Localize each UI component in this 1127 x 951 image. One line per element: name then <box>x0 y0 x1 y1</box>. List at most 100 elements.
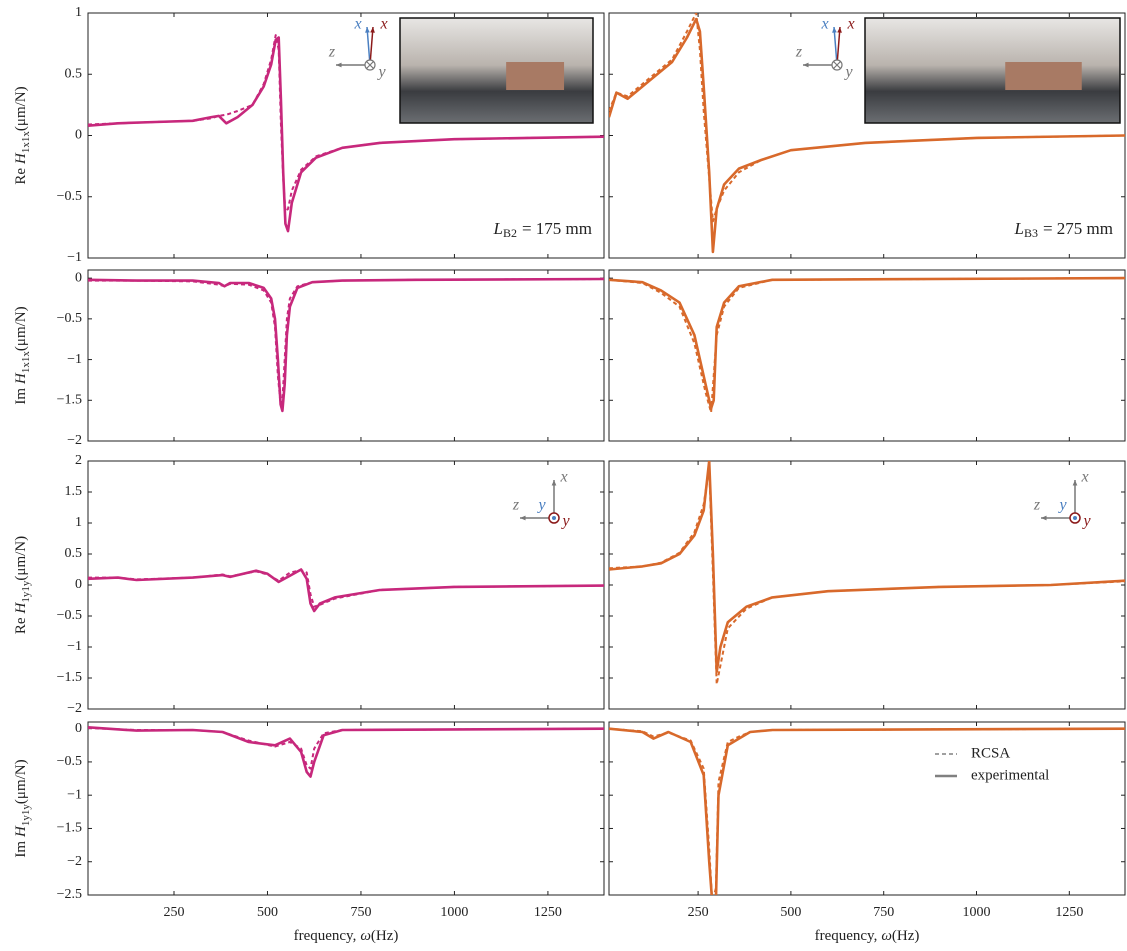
x-tick-label: 250 <box>688 905 709 920</box>
icon-label: z <box>328 44 336 61</box>
y-axis-label: Im H1y1y(μm/N) <box>13 759 31 857</box>
rcsa-line <box>88 727 604 770</box>
y-tick-label: −1 <box>67 787 82 802</box>
experimental-line <box>609 276 1125 410</box>
y-tick-label: 0 <box>75 577 82 592</box>
ylabel-subscript: 1y1y <box>20 580 32 603</box>
icon-label: x <box>353 16 361 33</box>
icon-label: y <box>560 513 570 530</box>
icon-cross <box>366 61 374 69</box>
panel: −2 −1.5 −1 −0.5 0 Im H1x1x(μm/N) <box>13 269 605 448</box>
x-tick-label: 1250 <box>1055 905 1083 920</box>
icon-label: x <box>379 16 387 33</box>
ylabel-unit: (μm/N) <box>13 306 29 351</box>
x-tick-label: 500 <box>780 905 801 920</box>
y-tick-label: −0.5 <box>57 189 82 204</box>
experimental-line <box>88 568 604 613</box>
annotation-text: = 175 mm <box>522 219 592 238</box>
x-tick-label: 1000 <box>440 905 468 920</box>
icon-arrow <box>833 26 838 66</box>
rcsa-line <box>88 569 604 608</box>
ylabel-prefix: Im <box>13 388 29 405</box>
annotation-text: = 275 mm <box>1043 219 1113 238</box>
y-tick-label: 2 <box>75 453 82 468</box>
annotation-subscript: B3 <box>1024 226 1038 240</box>
xlabel-text: frequency, <box>815 928 878 944</box>
icon-arrowhead <box>370 27 375 33</box>
icon-arrow <box>366 26 371 66</box>
icon-dot <box>1073 516 1077 520</box>
y-tick-label: −1 <box>67 250 82 265</box>
ylabel-prefix: Re <box>13 168 29 185</box>
y-tick-label: −2.5 <box>57 887 82 902</box>
y-axis-label: Im H1x1x(μm/N) <box>13 306 31 404</box>
rcsa-line <box>609 466 1125 686</box>
y-axis-label: Re H1y1y(μm/N) <box>13 536 31 634</box>
ylabel-subscript: 1y1y <box>20 804 32 827</box>
y-tick-label: −2 <box>67 701 82 716</box>
y-tick-label: 1.5 <box>65 484 83 499</box>
icon-label: x <box>820 16 828 33</box>
ylabel-unit: (μm/N) <box>13 536 29 581</box>
panel: 250 500 750 1000 1250 frequency, ω(Hz) RCSA expe… <box>608 721 1126 944</box>
icon-arrowhead <box>520 515 526 521</box>
icon-label: z <box>1033 497 1041 514</box>
x-axis-label: frequency, ω(Hz) <box>294 928 399 944</box>
icon-arrowhead <box>1072 480 1078 486</box>
y-tick-label: −2 <box>67 433 82 448</box>
xlabel-symbol: ω <box>360 928 371 944</box>
x-tick-label: 750 <box>350 905 371 920</box>
ylabel-symbol: H <box>13 825 29 838</box>
y-tick-label: 0 <box>75 270 82 285</box>
ylabel-symbol: H <box>13 152 29 165</box>
x-tick-label: 750 <box>873 905 894 920</box>
icon-label: y <box>1081 513 1091 530</box>
legend-label: experimental <box>971 767 1049 783</box>
panel <box>608 269 1126 442</box>
xlabel-unit: (Hz) <box>892 928 919 944</box>
icon-label: z <box>512 497 520 514</box>
plot-frame <box>87 721 605 896</box>
y-tick-label: −0.5 <box>57 311 82 326</box>
icon-label: y <box>1057 497 1067 514</box>
icon-arrowhead <box>336 62 342 68</box>
experimental-line <box>609 461 1125 674</box>
xlabel-unit: (Hz) <box>371 928 398 944</box>
y-tick-label: 1 <box>75 5 82 20</box>
icon-arrow <box>369 26 374 66</box>
experimental-line <box>609 17 1125 254</box>
y-axis-label: Re H1x1x(μm/N) <box>13 86 31 184</box>
icon-label: y <box>843 64 853 81</box>
rcsa-line <box>609 727 1125 895</box>
y-tick-label: −1 <box>67 639 82 654</box>
icon-label: x <box>1080 469 1088 486</box>
experimental-line <box>88 726 604 778</box>
y-tick-label: 0 <box>75 721 82 736</box>
xlabel-text: frequency, <box>294 928 357 944</box>
plot-frame <box>608 721 1126 896</box>
y-tick-label: 0.5 <box>65 546 83 561</box>
ylabel-subscript: 1x1x <box>20 131 32 154</box>
x-tick-label: 250 <box>164 905 185 920</box>
y-tick-label: −1 <box>67 352 82 367</box>
icon-arrowhead <box>803 62 809 68</box>
icon-label: x <box>559 469 567 486</box>
y-tick-label: −0.5 <box>57 608 82 623</box>
icon-arrowhead <box>832 27 837 33</box>
icon-arrow <box>836 26 841 66</box>
ylabel-prefix: Im <box>13 841 29 858</box>
x-tick-label: 1250 <box>534 905 562 920</box>
ylabel-subscript: 1x1x <box>20 351 32 374</box>
annotation-subscript: B2 <box>503 226 517 240</box>
y-tick-label: 0.5 <box>65 66 83 81</box>
icon-dot <box>552 516 556 520</box>
ylabel-symbol: H <box>13 601 29 614</box>
rcsa-line <box>609 277 1125 414</box>
y-tick-label: −0.5 <box>57 754 82 769</box>
ylabel-unit: (μm/N) <box>13 86 29 131</box>
y-tick-label: 1 <box>75 515 82 530</box>
annotation-symbol: L <box>1013 219 1023 238</box>
inset-detail <box>1005 62 1082 90</box>
